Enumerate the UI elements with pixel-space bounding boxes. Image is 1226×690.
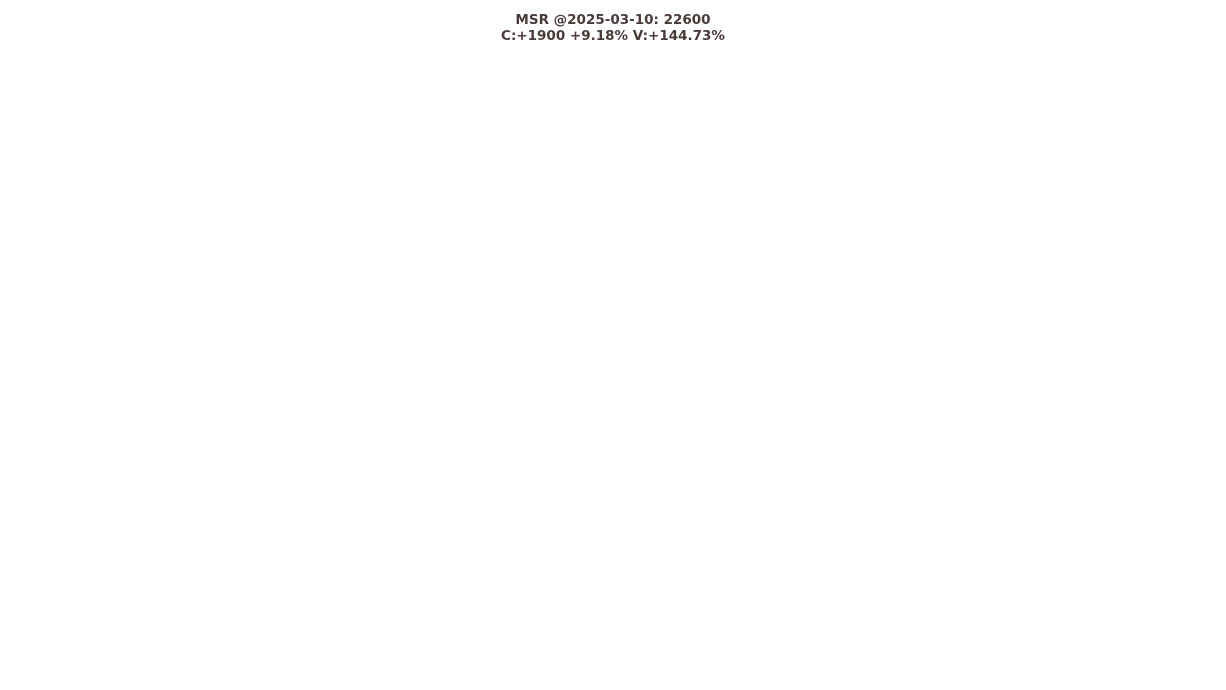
chart-subtitle: C:+1900 +9.18% V:+144.73%: [501, 28, 725, 44]
chart-title: MSR @2025-03-10: 22600: [515, 12, 710, 28]
